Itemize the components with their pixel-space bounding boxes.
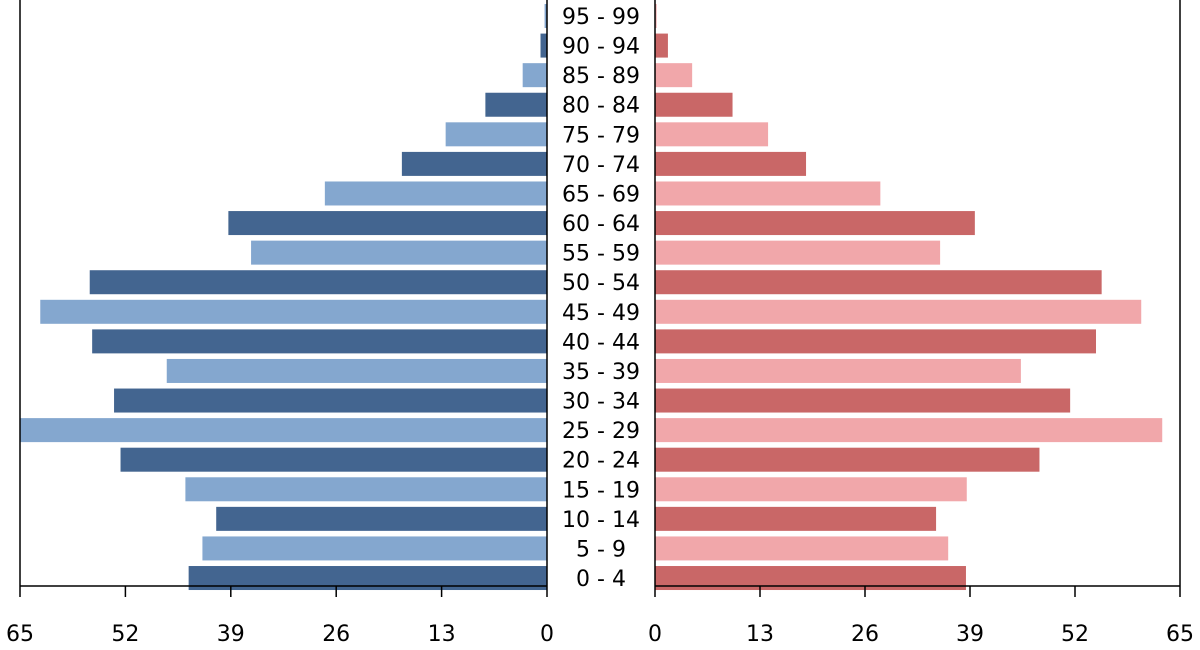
right-bar-70-74 — [655, 151, 807, 176]
left-bar-35-39 — [166, 358, 547, 383]
left-bar-65-69 — [324, 181, 547, 206]
age-group-label: 65 - 69 — [562, 182, 640, 207]
age-group-label: 50 - 54 — [562, 271, 640, 296]
left-tick-label: 39 — [217, 622, 245, 647]
right-bar-30-34 — [655, 388, 1071, 413]
left-bar-60-64 — [228, 211, 548, 236]
left-bars — [20, 4, 548, 591]
age-group-label: 15 - 19 — [562, 478, 640, 503]
age-group-label: 60 - 64 — [562, 212, 640, 237]
right-bar-95-99 — [655, 4, 657, 28]
age-group-label: 80 - 84 — [562, 94, 640, 119]
age-group-label: 75 - 79 — [562, 123, 640, 148]
age-group-label: 40 - 44 — [562, 330, 640, 355]
age-group-label: 30 - 34 — [562, 390, 640, 415]
left-bar-15-19 — [185, 477, 548, 502]
right-tick-label: 52 — [1061, 622, 1089, 647]
age-group-label: 5 - 9 — [576, 537, 626, 562]
right-bar-85-89 — [655, 63, 693, 88]
right-bar-10-14 — [655, 506, 937, 531]
right-bar-25-29 — [655, 418, 1163, 443]
right-bar-20-24 — [655, 447, 1040, 472]
left-tick-label: 65 — [6, 622, 34, 647]
right-bar-60-64 — [655, 211, 975, 236]
age-group-label: 25 - 29 — [562, 419, 640, 444]
age-group-label: 45 - 49 — [562, 301, 640, 326]
left-bar-5-9 — [202, 536, 547, 561]
left-bar-20-24 — [120, 447, 547, 472]
age-labels: 95 - 99 90 - 94 85 - 89 80 - 84 75 - 79 70 - … — [562, 5, 640, 592]
right-tick-label: 26 — [851, 622, 879, 647]
left-bar-40-44 — [92, 329, 548, 354]
age-group-label: 90 - 94 — [562, 35, 640, 60]
left-bar-75-79 — [445, 122, 547, 147]
right-bar-35-39 — [655, 358, 1021, 383]
right-bar-55-59 — [655, 240, 941, 265]
right-bar-50-54 — [655, 270, 1102, 295]
left-bar-95-99 — [544, 4, 547, 28]
age-group-label: 85 - 89 — [562, 64, 640, 89]
left-bar-25-29 — [20, 418, 547, 443]
right-bar-45-49 — [655, 299, 1142, 324]
age-group-label: 70 - 74 — [562, 153, 640, 178]
age-group-label: 0 - 4 — [576, 567, 626, 592]
age-group-label: 20 - 24 — [562, 449, 640, 474]
left-bar-80-84 — [485, 92, 547, 117]
right-bar-5-9 — [655, 536, 949, 561]
left-bar-85-89 — [522, 63, 547, 88]
left-bar-50-54 — [89, 270, 548, 295]
age-group-label: 10 - 14 — [562, 508, 640, 533]
right-tick-label: 65 — [1166, 622, 1194, 647]
right-tick-label: 0 — [648, 622, 662, 647]
left-bar-55-59 — [251, 240, 548, 265]
right-bar-80-84 — [655, 92, 733, 117]
left-bar-10-14 — [216, 506, 547, 531]
age-group-label: 55 - 59 — [562, 242, 640, 267]
right-bars — [655, 4, 1163, 591]
left-bar-30-34 — [114, 388, 548, 413]
left-tick-label: 0 — [540, 622, 554, 647]
left-bar-90-94 — [540, 33, 547, 58]
right-tick-label: 39 — [956, 622, 984, 647]
age-group-label: 35 - 39 — [562, 360, 640, 385]
left-bar-45-49 — [40, 299, 548, 324]
right-tick-label: 13 — [746, 622, 774, 647]
left-x-ticks: 65 52 39 26 13 0 — [6, 586, 554, 647]
right-bar-65-69 — [655, 181, 881, 206]
right-bar-75-79 — [655, 122, 769, 147]
age-group-label: 95 - 99 — [562, 5, 640, 30]
left-tick-label: 26 — [322, 622, 350, 647]
left-tick-label: 52 — [111, 622, 139, 647]
right-bar-15-19 — [655, 477, 967, 502]
right-bar-90-94 — [655, 33, 668, 58]
right-x-ticks: 0 13 26 39 52 65 — [648, 586, 1194, 647]
left-tick-label: 13 — [428, 622, 456, 647]
left-bar-70-74 — [401, 151, 547, 176]
right-bar-40-44 — [655, 329, 1096, 354]
